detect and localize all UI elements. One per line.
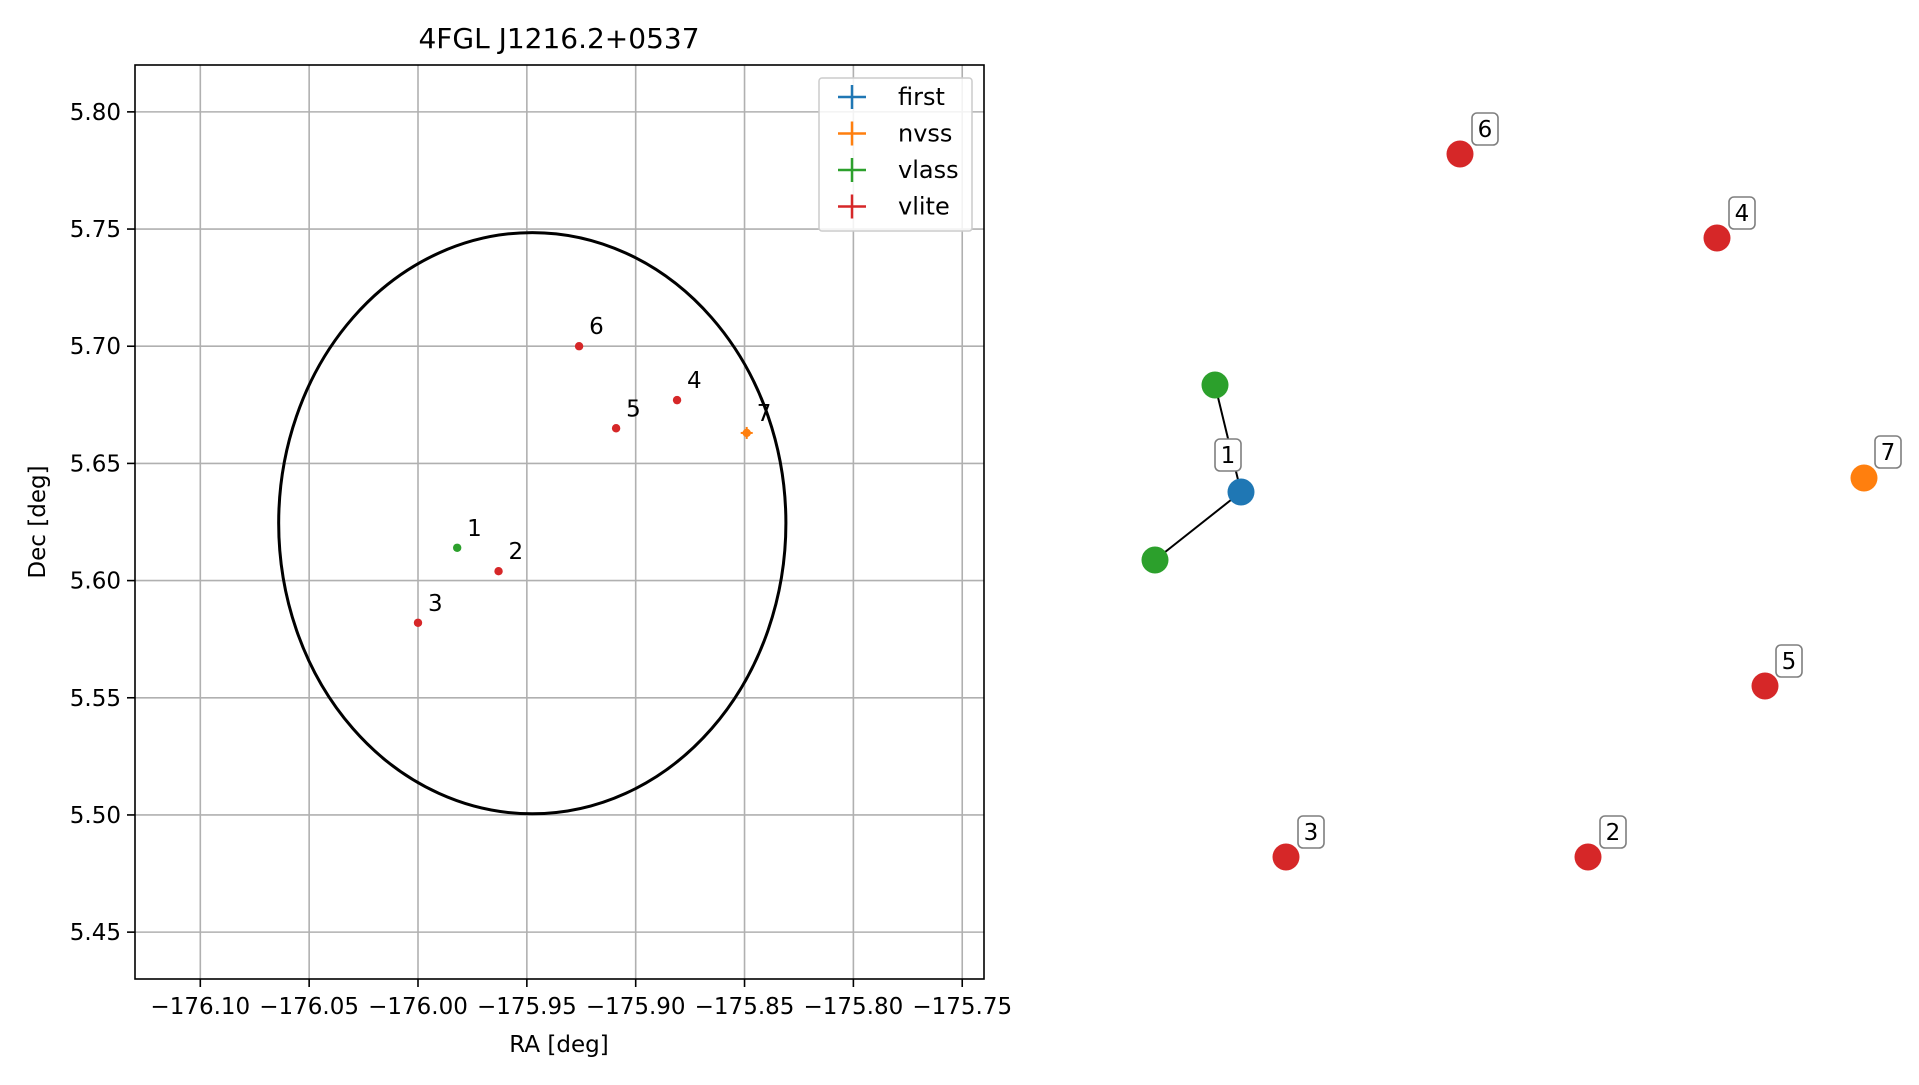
node-vlass-b: [1141, 546, 1169, 574]
node-label-box: [1728, 196, 1756, 230]
node-label: 6: [1478, 117, 1493, 143]
node-label-box: [1214, 438, 1242, 472]
node-vlite-4: 4: [1703, 196, 1756, 252]
x-tick-label: −175.95: [477, 994, 577, 1020]
node-marker: [1141, 546, 1169, 574]
point-marker: [672, 395, 682, 405]
grid: [135, 65, 984, 979]
legend-item-first: first: [838, 83, 945, 111]
node-vlite-6: 6: [1446, 112, 1499, 168]
diagram-nodes: 1 2 3 4 5 6 7: [1141, 112, 1902, 871]
x-tick-label: −175.75: [912, 994, 1012, 1020]
data-point-7: 7: [740, 401, 772, 439]
point-label: 5: [626, 396, 641, 422]
y-axis-label: Dec [deg]: [25, 465, 51, 578]
legend-box: [818, 77, 973, 232]
legend-item-vlass: vlass: [838, 156, 959, 184]
error-ellipse: [277, 231, 788, 816]
y-tick-label: 5.70: [70, 334, 121, 360]
x-tick-label: −175.80: [804, 994, 904, 1020]
y-axis-ticks: 5.45 5.50 5.55 5.60 5.65 5.70 5.75 5.80: [70, 100, 135, 946]
point-label: 2: [509, 539, 524, 565]
node-vlite-5: 5: [1751, 644, 1803, 700]
point-marker: [742, 428, 751, 438]
node-marker: [1703, 224, 1731, 252]
point-marker: [452, 543, 462, 552]
node-label-box: [1599, 815, 1627, 849]
localization-ellipse: [277, 231, 788, 816]
node-first-1: 1: [1214, 438, 1255, 506]
node-label-box: [1775, 644, 1803, 678]
y-tick-label: 5.65: [70, 451, 121, 477]
node-vlite-3: 3: [1272, 815, 1325, 871]
point-marker: [574, 342, 584, 351]
data-points: 1 2 3 4 5 6 7: [413, 314, 772, 627]
node-label: 3: [1304, 820, 1319, 846]
legend-label: nvss: [898, 120, 952, 148]
y-tick-label: 5.60: [70, 569, 121, 595]
node-marker: [1574, 843, 1602, 871]
legend-label: vlass: [898, 156, 959, 184]
point-label: 4: [687, 368, 702, 394]
y-tick-label: 5.80: [70, 100, 121, 126]
point-label: 6: [589, 314, 604, 340]
x-axis-label: RA [deg]: [509, 1032, 608, 1058]
axes-frame: [134, 64, 985, 980]
x-tick-label: −176.05: [259, 994, 359, 1020]
node-label: 5: [1782, 649, 1797, 675]
node-label-box: [1297, 815, 1325, 849]
node-marker: [1850, 464, 1878, 492]
node-marker: [1201, 371, 1229, 399]
legend-item-nvss: nvss: [838, 120, 952, 148]
data-point-4: 4: [672, 368, 702, 405]
data-point-6: 6: [574, 314, 604, 351]
chart-title: 4FGL J1216.2+0537: [418, 22, 699, 55]
data-point-3: 3: [413, 591, 443, 627]
point-marker: [413, 618, 423, 627]
scatter-plot: 4FGL J1216.2+0537 1 2 3 4 5 6 7 −176.10 −176.05…: [25, 22, 1012, 1058]
data-point-1: 1: [452, 516, 482, 552]
diagram-edges: [1154, 384, 1242, 561]
point-marker: [494, 567, 503, 576]
point-label: 3: [428, 591, 443, 617]
legend: first nvss vlass vlite: [818, 77, 973, 232]
node-marker: [1272, 843, 1300, 871]
node-label-box: [1471, 112, 1499, 146]
node-marker: [1227, 478, 1255, 506]
legend-item-vlite: vlite: [838, 193, 950, 221]
node-label: 7: [1881, 440, 1896, 466]
data-point-5: 5: [611, 396, 641, 433]
x-tick-label: −176.10: [150, 994, 250, 1020]
node-marker: [1446, 140, 1474, 168]
network-diagram: 1 2 3 4 5 6 7: [1141, 112, 1902, 871]
node-vlass-a: [1201, 371, 1229, 399]
point-label: 7: [757, 401, 772, 427]
node-label-box: [1874, 435, 1902, 469]
point-marker: [611, 424, 621, 433]
node-marker: [1751, 672, 1779, 700]
x-tick-label: −176.00: [368, 994, 468, 1020]
node-nvss-7: 7: [1850, 435, 1902, 492]
node-label: 4: [1735, 201, 1750, 227]
point-label: 1: [467, 516, 482, 542]
y-tick-label: 5.75: [70, 217, 121, 243]
legend-label: first: [898, 83, 945, 111]
y-tick-label: 5.45: [70, 920, 121, 946]
legend-label: vlite: [898, 193, 950, 221]
y-tick-label: 5.55: [70, 686, 121, 712]
x-tick-label: −175.90: [586, 994, 686, 1020]
node-label: 1: [1221, 443, 1236, 469]
node-vlite-2: 2: [1574, 815, 1627, 871]
node-label: 2: [1606, 820, 1621, 846]
y-tick-label: 5.50: [70, 803, 121, 829]
data-point-2: 2: [494, 539, 524, 576]
x-tick-label: −175.85: [695, 994, 795, 1020]
x-axis-ticks: −176.10 −176.05 −176.00 −175.95 −175.90 −175.…: [150, 979, 1012, 1020]
edge-first-1-vlass-b: [1154, 491, 1242, 561]
